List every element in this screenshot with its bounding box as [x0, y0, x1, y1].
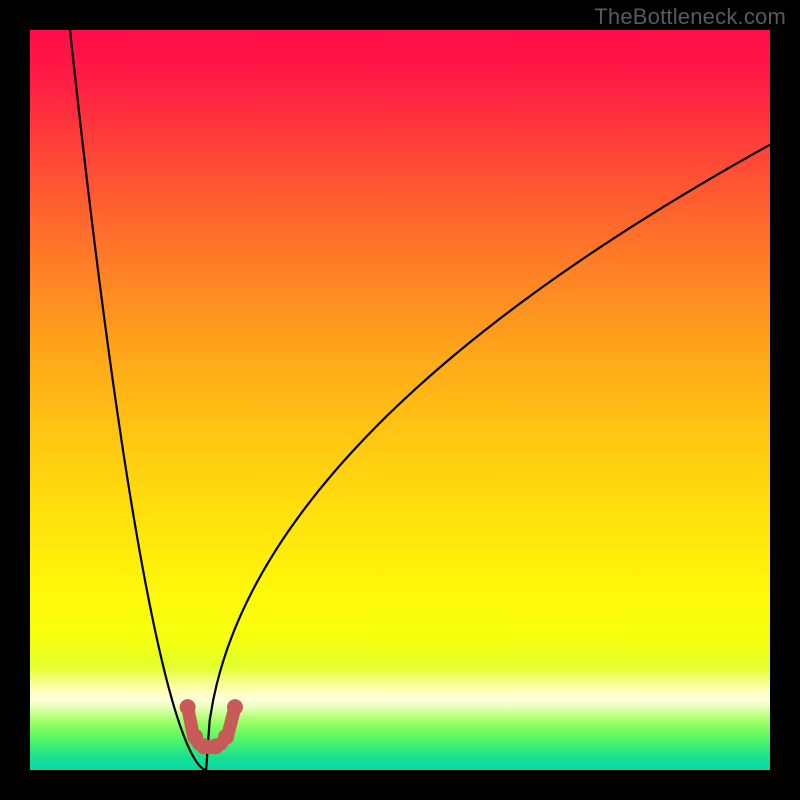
watermark-text: TheBottleneck.com	[594, 4, 786, 30]
bottleneck-curve	[70, 30, 770, 770]
plot-area	[30, 30, 770, 770]
curve-layer	[30, 30, 770, 770]
